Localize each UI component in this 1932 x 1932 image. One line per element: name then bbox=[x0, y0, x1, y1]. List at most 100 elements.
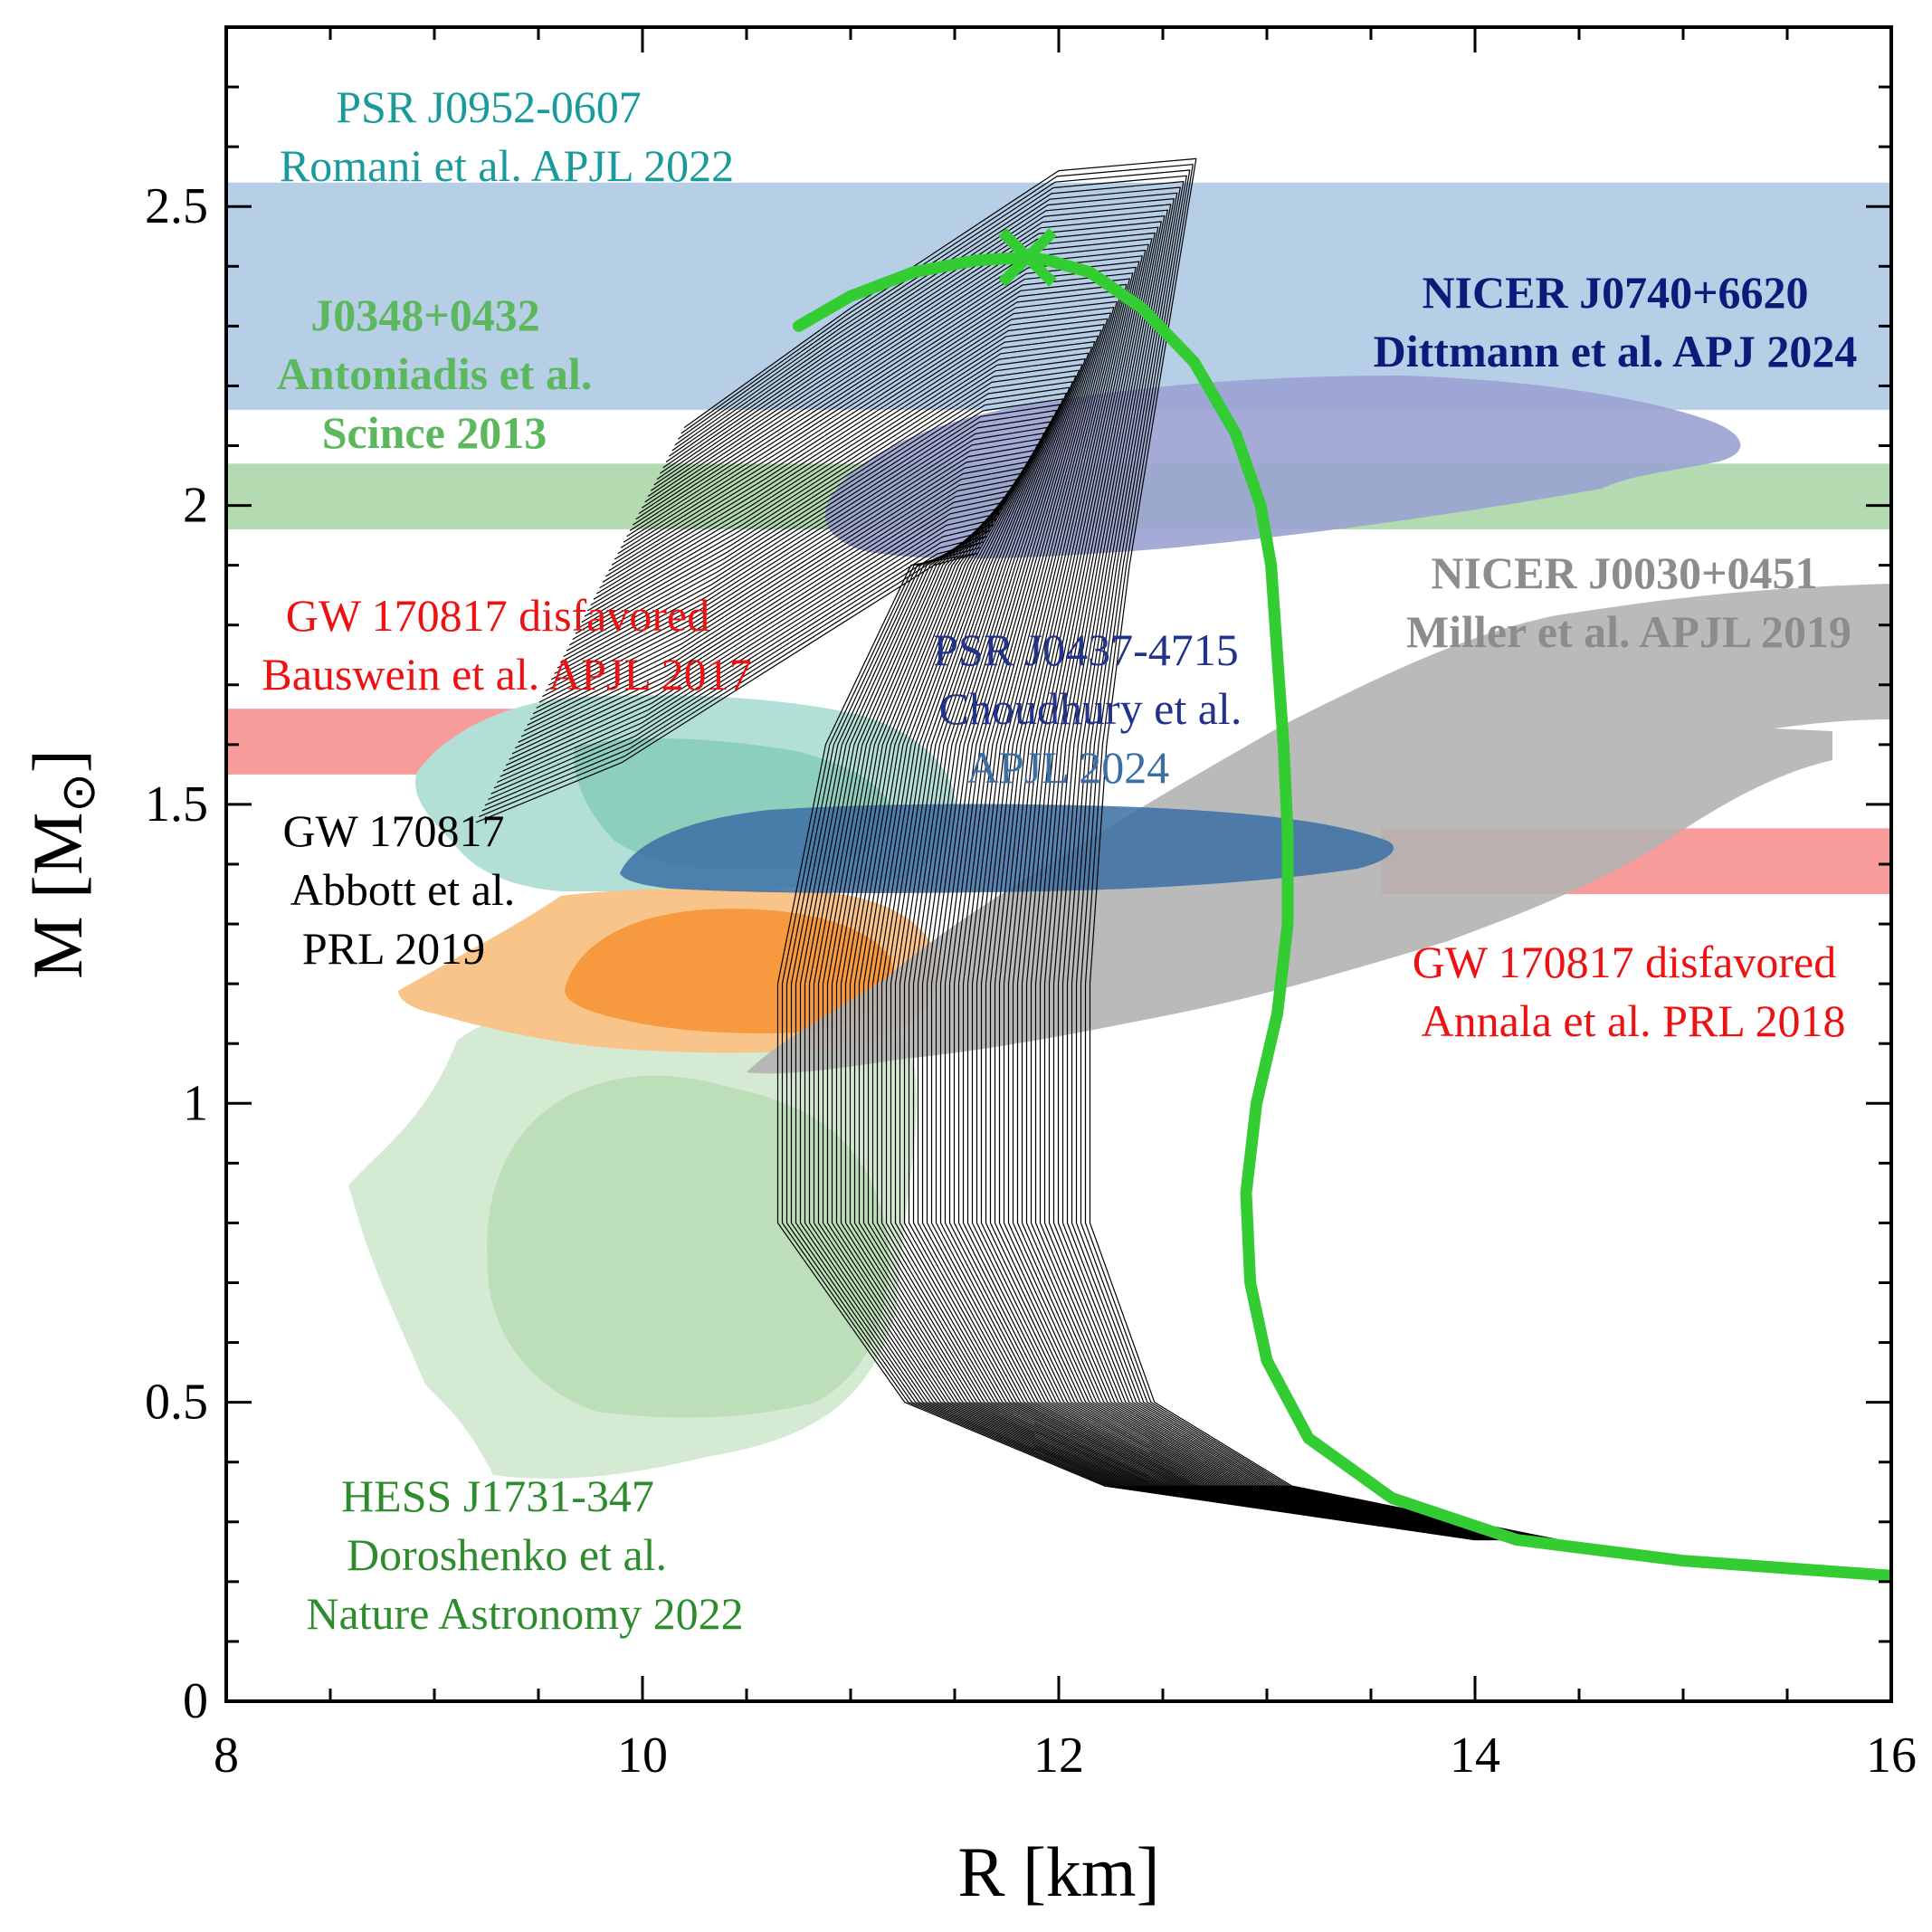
j0348-label-line1: J0348+0432 bbox=[310, 290, 540, 340]
eos-curve bbox=[638, 243, 1541, 1541]
j0348-label-line3: Scince 2013 bbox=[322, 407, 547, 458]
marker-stroke bbox=[998, 228, 1057, 287]
eos-curve bbox=[602, 312, 1527, 1541]
x-tick-label: 8 bbox=[214, 1727, 239, 1784]
eos-curve bbox=[578, 358, 1517, 1541]
psr0437-label-line3: APJL 2024 bbox=[966, 742, 1170, 793]
eos-curve bbox=[554, 404, 1507, 1541]
eos-curve bbox=[551, 409, 1506, 1541]
eos-curve bbox=[671, 181, 1554, 1541]
y-axis-title: M [M⊙] bbox=[18, 749, 105, 979]
eos-curve bbox=[644, 232, 1543, 1541]
eos-curve-bundle bbox=[475, 157, 1559, 1541]
eos-curve bbox=[641, 238, 1542, 1541]
eos-curve bbox=[566, 381, 1512, 1541]
y-tick-label: 0 bbox=[183, 1673, 208, 1729]
eos-curve bbox=[569, 375, 1513, 1541]
psr0952-label-line2: Romani et al. APJL 2022 bbox=[280, 140, 734, 191]
eos-curve bbox=[497, 512, 1484, 1541]
eos-curve bbox=[515, 478, 1491, 1541]
psr0437-label-line2: Choudhury et al. bbox=[939, 683, 1242, 734]
eos-curve bbox=[653, 215, 1547, 1541]
psr0952-label-line1: PSR J0952-0607 bbox=[336, 81, 642, 132]
y-axis-title-sub: ⊙ bbox=[53, 773, 105, 813]
eos-curve bbox=[632, 255, 1538, 1541]
hess-label-line1: HESS J1731-347 bbox=[341, 1470, 654, 1521]
eos-curve bbox=[656, 209, 1548, 1541]
eos-curve bbox=[680, 164, 1557, 1541]
eos-curve bbox=[490, 524, 1481, 1541]
eos-curve bbox=[593, 329, 1523, 1541]
nicer0030-label-line2: Miller et al. APJL 2019 bbox=[1406, 606, 1851, 657]
nicer0740-label-line2: Dittmann et al. APJ 2024 bbox=[1374, 326, 1858, 376]
y-tick-label: 1 bbox=[183, 1075, 208, 1131]
eos-curve bbox=[677, 169, 1556, 1541]
eos-curve bbox=[620, 278, 1534, 1541]
eos-curve bbox=[647, 226, 1545, 1541]
psr0437-label-line1: PSR J0437-4715 bbox=[933, 624, 1239, 675]
nicer0740-label-line1: NICER J0740+6620 bbox=[1422, 267, 1808, 318]
eos-curve bbox=[611, 295, 1530, 1541]
eos-curve bbox=[475, 552, 1476, 1541]
eos-curve bbox=[545, 421, 1503, 1541]
x-tick-label: 16 bbox=[1866, 1727, 1917, 1784]
eos-curve bbox=[542, 426, 1502, 1541]
eos-curve bbox=[650, 221, 1546, 1541]
eos-curve bbox=[560, 392, 1509, 1541]
eos-curve bbox=[520, 467, 1494, 1541]
eos-curve bbox=[536, 438, 1499, 1541]
y-tick-label: 1.5 bbox=[145, 776, 208, 833]
gw-label-line2: Abbott et al. bbox=[290, 864, 516, 915]
eos-curve bbox=[488, 529, 1480, 1541]
max-mass-marker bbox=[998, 228, 1057, 287]
eos-curve bbox=[608, 300, 1528, 1541]
eos-curve bbox=[533, 443, 1499, 1541]
eos-curve bbox=[502, 500, 1487, 1541]
eos-curve bbox=[586, 341, 1520, 1541]
hess-contour-inner bbox=[487, 1075, 889, 1418]
y-axis-title-main: M [M bbox=[18, 813, 97, 979]
hess-label-line3: Nature Astronomy 2022 bbox=[306, 1588, 743, 1639]
eos-curve bbox=[481, 541, 1478, 1541]
eos-curve bbox=[524, 461, 1495, 1541]
eos-curve bbox=[629, 261, 1537, 1541]
x-tick-label: 14 bbox=[1450, 1727, 1500, 1784]
gw-label-line3: PRL 2019 bbox=[302, 923, 485, 974]
eos-curve bbox=[604, 307, 1528, 1541]
x-axis-title: R [km] bbox=[957, 1832, 1159, 1911]
hess-label-line2: Doroshenko et al. bbox=[347, 1529, 667, 1580]
j0348-label-line2: Antoniadis et al. bbox=[277, 348, 593, 399]
eos-curve bbox=[547, 415, 1505, 1541]
eos-curve bbox=[500, 507, 1485, 1541]
eos-curve bbox=[493, 518, 1483, 1541]
eos-curve bbox=[511, 484, 1490, 1541]
eos-curve bbox=[635, 249, 1539, 1541]
eos-curve bbox=[590, 335, 1521, 1541]
eos-curve bbox=[595, 324, 1524, 1541]
mr-series bbox=[793, 228, 1891, 1582]
eos-curve bbox=[584, 347, 1519, 1541]
eos-curve bbox=[599, 318, 1525, 1541]
bauswein-label-line1: GW 170817 disfavored bbox=[286, 590, 709, 641]
eos-curve bbox=[563, 386, 1510, 1541]
eos-curve bbox=[674, 175, 1556, 1541]
y-tick-label: 0.5 bbox=[145, 1375, 208, 1431]
eos-curve bbox=[538, 433, 1501, 1541]
eos-curve bbox=[509, 490, 1489, 1541]
annotations: PSR J0952-0607 Romani et al. APJL 2022 J… bbox=[262, 81, 1857, 1639]
x-tick-label: 10 bbox=[617, 1727, 668, 1784]
bauswein-label-line2: Bauswein et al. APJL 2017 bbox=[262, 649, 751, 700]
eos-curve bbox=[623, 272, 1535, 1541]
eos-curve bbox=[614, 290, 1531, 1541]
y-tick-label: 2 bbox=[183, 478, 208, 534]
y-axis-title-group: M [M⊙] bbox=[18, 749, 105, 979]
gw-orange-inner bbox=[565, 909, 893, 1033]
x-tick-label: 12 bbox=[1033, 1727, 1084, 1784]
y-tick-label: 2.5 bbox=[145, 178, 208, 234]
confidence-contours bbox=[348, 376, 1891, 1479]
y-axis-title-end: ] bbox=[18, 749, 97, 773]
axis-ticks: 8 10 12 14 16 0 0.5 1 1.5 2 2.5 bbox=[145, 25, 1917, 1784]
eos-curve bbox=[683, 157, 1559, 1541]
eos-curve bbox=[479, 547, 1477, 1541]
eos-curve bbox=[572, 369, 1514, 1541]
